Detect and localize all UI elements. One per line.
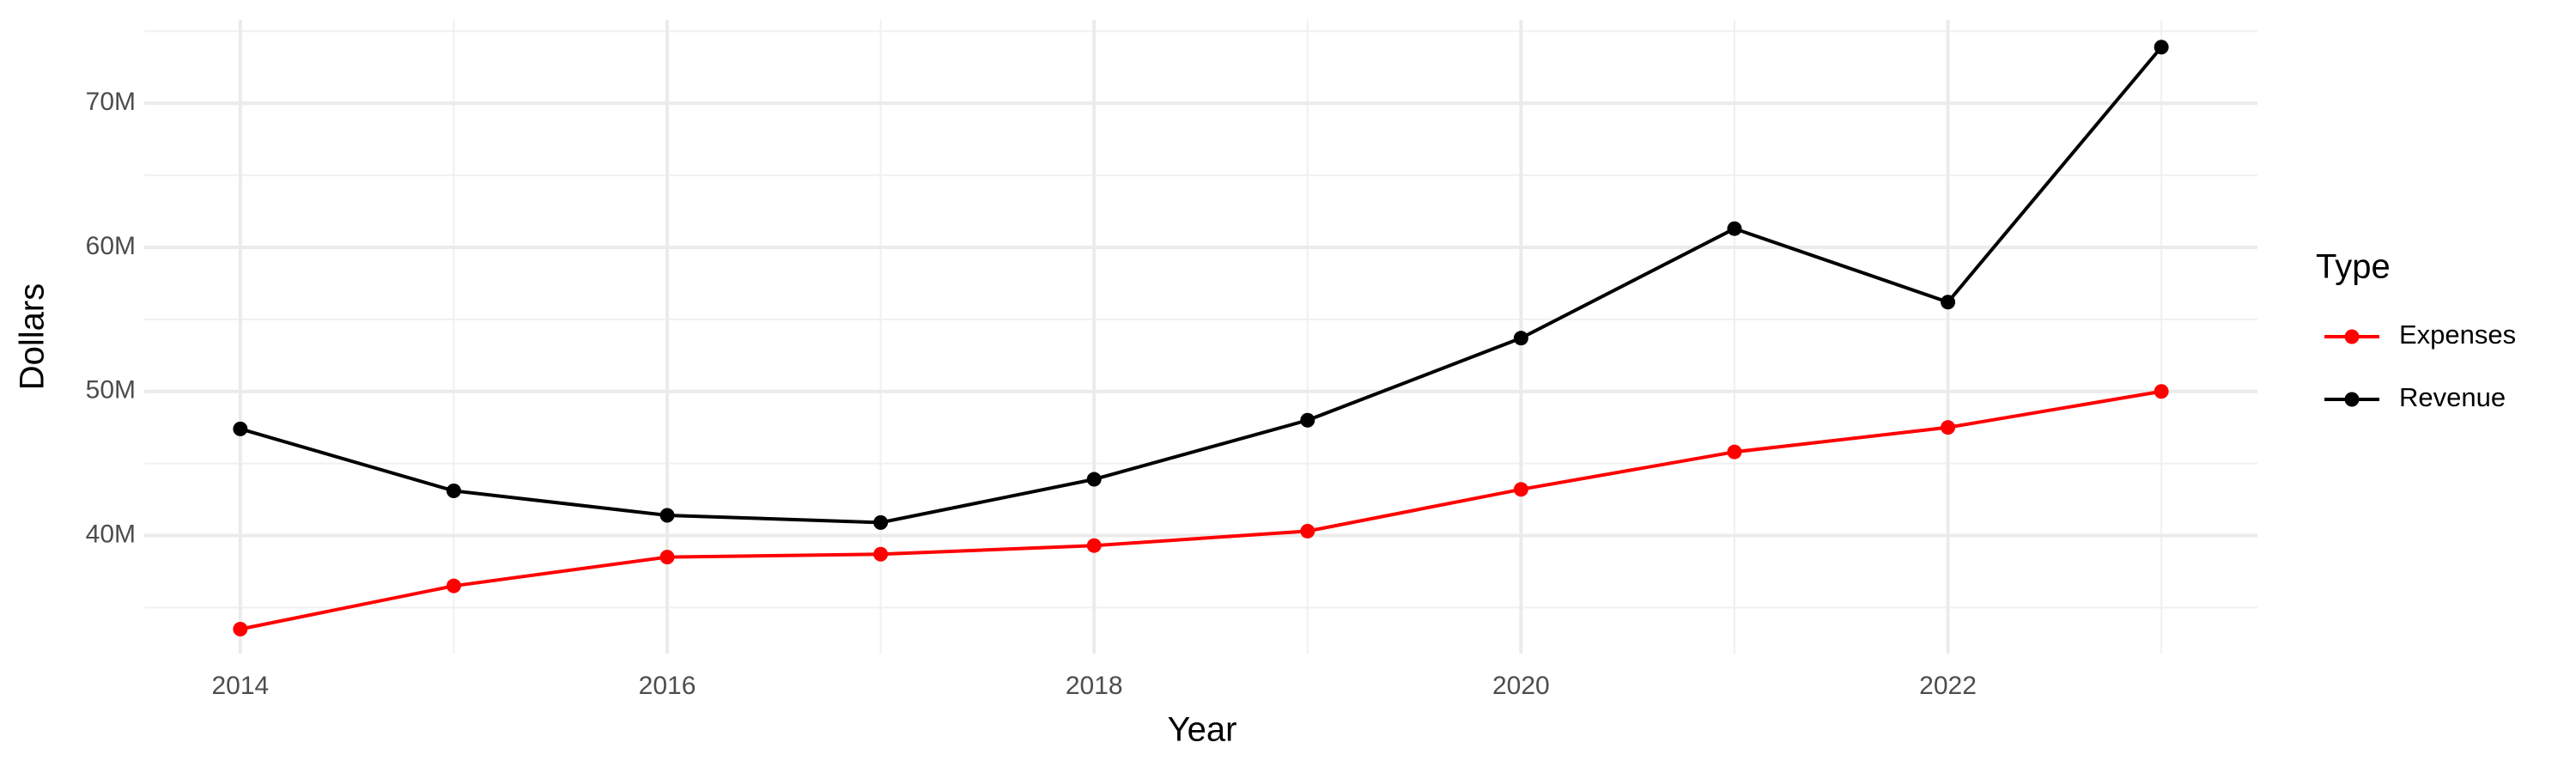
data-point [446, 483, 461, 498]
y-tick-label: 60M [86, 232, 136, 260]
data-point [233, 621, 248, 636]
data-point [659, 550, 675, 565]
data-point [873, 514, 889, 530]
data-point [2154, 384, 2169, 399]
legend-label: Expenses [2399, 320, 2516, 350]
x-tick-label: 2020 [1492, 672, 1550, 700]
x-tick-label: 2022 [1919, 672, 1977, 700]
data-point [1086, 472, 1102, 487]
legend-swatch-point [2344, 392, 2360, 407]
x-tick-label: 2018 [1066, 672, 1123, 700]
x-tick-label: 2016 [639, 672, 696, 700]
data-point [873, 546, 889, 562]
legend-title: Type [2316, 248, 2391, 286]
y-tick-label: 50M [86, 376, 136, 405]
legend-label: Revenue [2399, 382, 2506, 412]
data-point [1513, 482, 1528, 497]
legend-swatch-point [2344, 329, 2360, 344]
data-point [659, 508, 675, 523]
x-tick-label: 2014 [211, 672, 269, 700]
data-point [1727, 221, 1742, 236]
plot [233, 40, 2169, 636]
data-point [233, 421, 248, 436]
x-axis-title: Year [1168, 711, 1237, 749]
series-line [240, 389, 2162, 631]
data-point [1941, 420, 1956, 435]
data-point [446, 578, 461, 593]
data-point [1513, 331, 1528, 346]
grid [144, 20, 2257, 654]
data-point [1300, 523, 1315, 539]
data-point [2154, 40, 2169, 55]
y-axis-title: Dollars [14, 283, 52, 390]
data-point [1300, 412, 1315, 428]
series-line [240, 46, 2163, 525]
data-point [1727, 444, 1742, 460]
data-point [1941, 295, 1956, 310]
data-point [1086, 538, 1102, 553]
y-tick-label: 40M [86, 520, 136, 548]
y-tick-label: 70M [86, 88, 136, 116]
